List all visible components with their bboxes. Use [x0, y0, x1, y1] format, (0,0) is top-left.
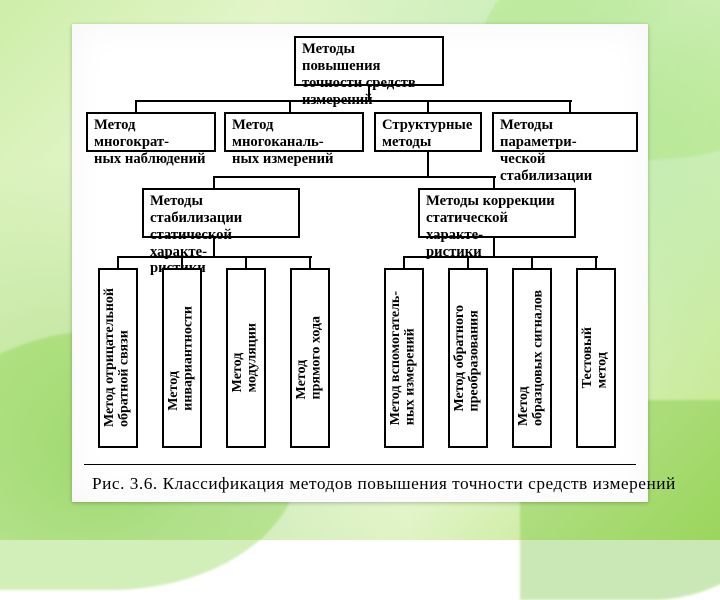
connector: [136, 100, 572, 102]
node-l2d: Методы параметри- ческой стабилизации: [492, 112, 638, 152]
node-l2d-label: Методы параметри- ческой стабилизации: [500, 117, 630, 184]
node-v5-label: Метод вспомогатель- ных измерений: [389, 291, 418, 425]
node-v8: Тестовый метод: [576, 268, 616, 448]
connector: [493, 176, 495, 188]
connector: [467, 256, 469, 268]
connector: [213, 238, 215, 256]
node-l2b-label: Метод многоканаль- ных измерений: [232, 117, 356, 168]
connector: [403, 256, 405, 268]
connector: [117, 256, 119, 268]
node-v7-label: Метод образцовых сигналов: [517, 290, 546, 426]
connector: [135, 100, 137, 112]
node-l2a: Метод многократ- ных наблюдений: [86, 112, 216, 152]
connector: [213, 176, 215, 188]
node-l3b: Методы коррекции статической характе- ри…: [418, 188, 576, 238]
caption-rule: [84, 464, 636, 465]
figure-caption: Рис. 3.6. Классификация методов повышени…: [92, 474, 676, 494]
node-l3a-label: Методы стабилизации статической характе-…: [150, 193, 292, 277]
connector: [118, 256, 312, 258]
node-l2c-label: Структурные методы: [382, 117, 472, 151]
node-l2a-label: Метод многократ- ных наблюдений: [94, 117, 208, 168]
node-v3: Метод модуляции: [226, 268, 266, 448]
node-v4-label: Метод прямого хода: [295, 316, 324, 399]
node-root: Методы повышения точности средств измере…: [294, 36, 444, 86]
node-v1: Метод отрицательной обратной связи: [98, 268, 138, 448]
connector: [214, 176, 496, 178]
connector: [531, 256, 533, 268]
node-v6: Метод обратного преобразования: [448, 268, 488, 448]
figure-caption-text: Рис. 3.6. Классификация методов повышени…: [92, 474, 676, 493]
node-v1-label: Метод отрицательной обратной связи: [103, 288, 132, 427]
connector: [493, 238, 495, 256]
node-l2c: Структурные методы: [374, 112, 482, 152]
connector: [181, 256, 183, 268]
connector: [404, 256, 598, 258]
node-v4: Метод прямого хода: [290, 268, 330, 448]
node-l2b: Метод многоканаль- ных измерений: [224, 112, 364, 152]
connector: [427, 100, 429, 112]
node-v3-label: Метод модуляции: [231, 323, 260, 392]
node-v2: Метод инвариантности: [162, 268, 202, 448]
node-v5: Метод вспомогатель- ных измерений: [384, 268, 424, 448]
connector: [309, 256, 311, 268]
node-v7: Метод образцовых сигналов: [512, 268, 552, 448]
connector: [368, 86, 370, 100]
connector: [595, 256, 597, 268]
connector: [245, 256, 247, 268]
node-l3b-label: Методы коррекции статической характе- ри…: [426, 193, 568, 260]
connector: [569, 100, 571, 112]
node-l3a: Методы стабилизации статической характе-…: [142, 188, 300, 238]
connector: [427, 152, 429, 176]
node-v6-label: Метод обратного преобразования: [453, 305, 482, 412]
node-v2-label: Метод инвариантности: [167, 306, 196, 411]
connector: [289, 100, 291, 112]
node-v8-label: Тестовый метод: [581, 327, 610, 388]
